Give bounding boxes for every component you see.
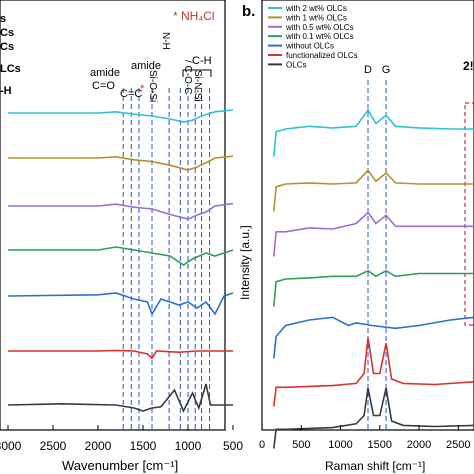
raman-legend-entry: OLCs xyxy=(286,60,306,69)
ftir-x-tick-label: 2500 xyxy=(40,439,67,453)
side-label: 2! xyxy=(463,59,474,73)
ftir-x-tick-label: 2000 xyxy=(85,439,112,453)
raman-series-group xyxy=(273,108,474,449)
ftir-x-ticks: 3000 2500 2000 1500 1000 500 xyxy=(0,425,243,453)
ftir-series-line xyxy=(8,202,234,221)
raman-x-tick-label: 0 xyxy=(259,439,265,451)
ftir-series-line xyxy=(8,246,234,266)
nh4cl-label: * NH₄Cl xyxy=(173,9,215,23)
raman-x-axis-label: Raman shift [cm⁻¹] xyxy=(325,459,425,473)
ftir-series-line xyxy=(8,349,233,360)
ftir-legend-fragments: s Cs Cs LCs -H xyxy=(0,13,21,97)
raman-legend-entry: with 1 wt% OLCs xyxy=(285,13,347,22)
raman-peak-label: D xyxy=(364,64,372,76)
ftir-series-group xyxy=(7,109,234,413)
ftir-x-tick-label: 3000 xyxy=(0,439,22,453)
raman-x-tick-label: 500 xyxy=(292,439,310,451)
asterisk-marker: * xyxy=(140,83,145,95)
raman-series-line xyxy=(273,316,474,359)
raman-peak-label: G xyxy=(382,64,391,76)
raman-legend-entry: without OLCs xyxy=(285,42,334,51)
ftir-series-line xyxy=(8,155,234,171)
ftir-legend-fragment: Cs xyxy=(0,41,14,53)
ftir-x-tick-label: 1500 xyxy=(130,439,157,453)
ftir-x-axis-label: Wavenumber [cm⁻¹] xyxy=(62,458,178,473)
raman-series-line xyxy=(273,387,474,449)
ftir-band-label-vertical: Si-N-Si xyxy=(192,70,203,102)
raman-legend-entry: functionalized OLCs xyxy=(286,51,358,60)
ftir-band-label-vertical: / C-O-C xyxy=(182,60,193,94)
highlight-box xyxy=(464,102,474,326)
ftir-legend-fragment: LCs xyxy=(0,63,21,75)
ftir-series-line xyxy=(7,383,233,413)
ftir-band-label: amide xyxy=(90,67,120,79)
raman-legend-entry: with 2 wt% OLCs xyxy=(285,4,347,13)
ftir-series-line xyxy=(8,109,234,123)
ftir-legend-fragment: Cs xyxy=(0,27,14,39)
raman-x-tick-label: 1500 xyxy=(368,439,392,451)
ftir-band-label-vertical: N-H xyxy=(160,32,171,50)
raman-x-ticks: 0 500 1000 1500 2000 2500 xyxy=(259,425,471,451)
panel-b-label: b. xyxy=(242,3,255,20)
raman-series-line xyxy=(273,108,474,157)
raman-legend-entry: with 0.1 wt% OLCs xyxy=(285,32,354,41)
ftir-series-line xyxy=(7,292,234,316)
ch-bracket xyxy=(182,69,212,77)
raman-plot-frame xyxy=(261,0,474,431)
ftir-panel: 30002500200015001000500 amideC=OC=Camide… xyxy=(0,0,243,473)
raman-y-axis-label: Intensity [a.u.] xyxy=(238,225,252,300)
raman-legend-entry: with 0.5 wt% OLCs xyxy=(285,23,354,32)
raman-series-line xyxy=(273,337,474,407)
ftir-plot-frame xyxy=(0,0,226,431)
raman-series-line xyxy=(273,169,474,212)
ftir-band-label-vertical: Si-O-Si xyxy=(147,70,158,102)
ftir-x-tick-label: 500 xyxy=(223,439,243,453)
ftir-band-label: C=O xyxy=(92,80,115,92)
ftir-band-label: C-H xyxy=(192,55,212,67)
ftir-legend-fragment: s xyxy=(0,13,6,25)
raman-x-tick-label: 2500 xyxy=(446,439,470,451)
raman-series-line xyxy=(273,211,474,257)
ftir-band-label: C=C xyxy=(120,88,142,100)
ftir-x-tick-label: 1000 xyxy=(175,439,202,453)
raman-x-tick-label: 1000 xyxy=(328,439,352,451)
ftir-band-label: amide xyxy=(131,60,161,72)
ftir-legend-fragment: -H xyxy=(0,85,12,97)
raman-x-tick-label: 2000 xyxy=(407,439,431,451)
raman-series-line xyxy=(273,269,474,307)
raman-peak-lines xyxy=(367,80,387,430)
ftir-band-marker-lines xyxy=(122,88,211,430)
